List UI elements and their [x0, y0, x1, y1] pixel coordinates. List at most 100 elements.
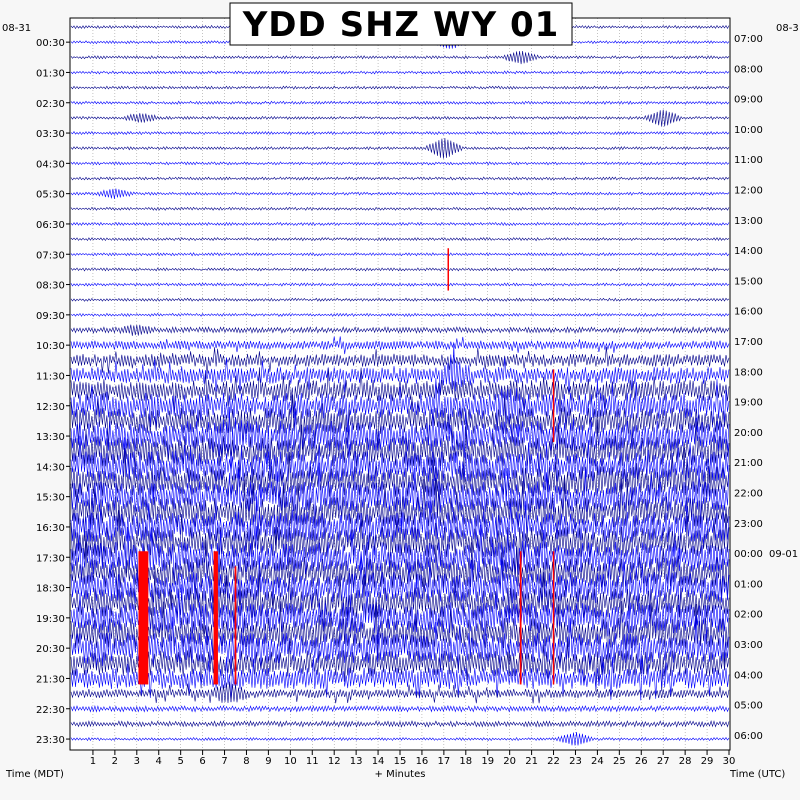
left-time-label: 10:30: [36, 341, 65, 352]
trace-row-34: [70, 510, 730, 575]
left-time-label: 06:30: [36, 220, 65, 231]
date-left: 08-31: [2, 23, 31, 34]
right-time-label: 14:00: [734, 246, 763, 257]
trace-row-28: [70, 419, 730, 484]
x-tick-label: 30: [723, 756, 736, 767]
trace-row-43: [70, 655, 730, 702]
trace-row-15: [70, 252, 730, 257]
left-time-label: 16:30: [36, 523, 65, 534]
left-time-labels: 00:30 01:30 02:30 03:30 04:30 05:30 06:30 07:30…: [36, 38, 70, 746]
trace-row-30: [70, 447, 730, 508]
trace-row-31: [70, 462, 730, 531]
x-tick-label: 29: [701, 756, 714, 767]
right-time-label: 23:00: [734, 519, 763, 530]
trace-row-36: [70, 538, 730, 607]
right-time-label: 12:00: [734, 186, 763, 197]
x-tick-label: 16: [416, 756, 429, 767]
left-time-label: 07:30: [36, 250, 65, 261]
left-time-label: 12:30: [36, 402, 65, 413]
left-time-label: 05:30: [36, 190, 65, 201]
trace-row-32: [70, 478, 730, 546]
right-time-label: 04:00: [734, 670, 763, 681]
clip-mark-0: [138, 551, 149, 685]
x-tick-label: 8: [243, 756, 249, 767]
chart-title: YDD SHZ WY 01: [242, 5, 560, 45]
trace-row-18: [70, 297, 730, 302]
trace-row-29: [70, 435, 730, 500]
trace-row-6: [70, 109, 730, 127]
clip-mark-4: [552, 369, 555, 443]
right-time-label: 05:00: [734, 701, 763, 712]
x-tick-label: 22: [547, 756, 560, 767]
left-time-label: 23:30: [36, 735, 65, 746]
left-time-label: 00:30: [36, 38, 65, 49]
x-tick-label: 26: [635, 756, 648, 767]
left-time-label: 19:30: [36, 614, 65, 625]
date-right: 08-3: [776, 23, 799, 34]
trace-row-27: [70, 406, 730, 479]
right-time-label: 00:00: [734, 549, 763, 560]
left-time-label: 14:30: [36, 462, 65, 473]
x-tick-label: 20: [503, 756, 516, 767]
trace-row-37: [70, 553, 730, 621]
trace-row-42: [70, 641, 730, 692]
right-time-labels: 07:00 08:00 09:00 10:00 11:00 12:00 13:00 14:00…: [734, 34, 798, 742]
x-axis-label: + Minutes: [375, 769, 426, 780]
right-time-label: 21:00: [734, 458, 763, 469]
left-time-label: 02:30: [36, 99, 65, 110]
trace-row-41: [70, 614, 730, 675]
trace-row-11: [70, 188, 730, 199]
x-tick-label: 25: [613, 756, 626, 767]
x-tick-label: 9: [265, 756, 271, 767]
clip-mark-6: [552, 551, 555, 685]
trace-row-16: [70, 267, 730, 272]
trace-row-39: [70, 584, 730, 647]
trace-row-5: [70, 100, 730, 105]
right-time-label: 19:00: [734, 398, 763, 409]
x-tick-label: 23: [569, 756, 582, 767]
x-tick-label: 27: [657, 756, 670, 767]
trace-row-45: [70, 704, 730, 713]
clip-mark-5: [519, 551, 522, 685]
right-time-label: 15:00: [734, 276, 763, 287]
trace-row-44: [70, 681, 730, 704]
x-tick-label: 4: [156, 756, 162, 767]
left-time-label: 03:30: [36, 129, 65, 140]
x-tick-label: 2: [112, 756, 118, 767]
trace-row-8: [70, 137, 730, 159]
trace-row-23: [70, 344, 730, 394]
trace-row-4: [70, 85, 730, 90]
left-time-label: 11:30: [36, 371, 65, 382]
trace-row-2: [70, 50, 730, 65]
x-tick-label: 10: [284, 756, 297, 767]
left-time-label: 09:30: [36, 311, 65, 322]
date-rollover-label: 09-01: [769, 549, 798, 560]
right-time-label: 08:00: [734, 64, 763, 75]
trace-row-46: [70, 720, 730, 728]
x-tick-label: 6: [199, 756, 205, 767]
x-tick-label: 24: [591, 756, 604, 767]
clip-mark-3: [447, 248, 450, 291]
x-tick-label: 3: [134, 756, 140, 767]
left-time-label: 04:30: [36, 159, 65, 170]
title-box: [229, 2, 573, 46]
right-time-label: 17:00: [734, 337, 763, 348]
x-tick-label: 1: [90, 756, 96, 767]
x-tick-label: 13: [350, 756, 363, 767]
trace-row-9: [70, 161, 730, 166]
trace-row-21: [70, 336, 730, 355]
x-tick-label: 7: [221, 756, 227, 767]
trace-row-17: [70, 282, 730, 287]
right-time-label: 16:00: [734, 307, 763, 318]
right-time-label: 09:00: [734, 95, 763, 106]
right-time-label: 10:00: [734, 125, 763, 136]
clip-mark-2: [234, 566, 237, 685]
right-time-label: 07:00: [734, 34, 763, 45]
right-time-label: 06:00: [734, 731, 763, 742]
trace-row-7: [70, 130, 730, 136]
right-time-label: 22:00: [734, 489, 763, 500]
right-time-label: 20:00: [734, 428, 763, 439]
right-time-label: 02:00: [734, 610, 763, 621]
left-time-label: 22:30: [36, 705, 65, 716]
trace-row-40: [70, 601, 730, 666]
